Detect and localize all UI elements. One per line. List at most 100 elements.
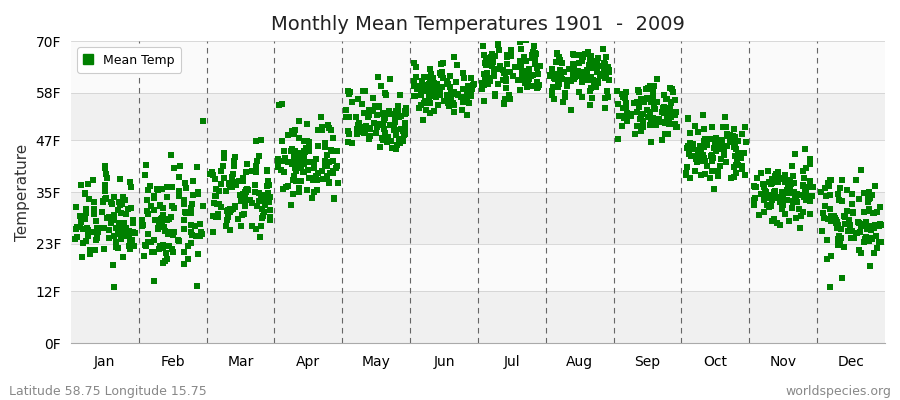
Point [518, 58, 533, 64]
Point [646, 92, 661, 99]
Point [491, 40, 505, 47]
Point [444, 97, 458, 103]
Point [159, 250, 174, 256]
Point [459, 86, 473, 93]
Point [160, 256, 175, 262]
Point [212, 200, 226, 207]
Point [245, 222, 259, 229]
Point [422, 87, 436, 93]
Point [492, 47, 507, 53]
Point [704, 136, 718, 142]
Point [526, 52, 541, 58]
Point [285, 146, 300, 153]
Point [162, 216, 176, 222]
Point [580, 67, 595, 73]
Point [310, 186, 325, 193]
Point [670, 124, 684, 130]
Point [474, 86, 489, 92]
Point [297, 161, 311, 167]
Point [776, 202, 790, 208]
Point [799, 164, 814, 171]
Point [160, 194, 175, 200]
Point [370, 124, 384, 130]
Point [166, 205, 181, 211]
Point [873, 221, 887, 227]
Point [625, 113, 639, 119]
Point [285, 128, 300, 134]
Point [530, 84, 544, 91]
Point [758, 188, 772, 194]
Point [620, 110, 634, 116]
Point [684, 153, 698, 160]
Point [289, 178, 303, 184]
Point [803, 156, 817, 162]
Point [663, 104, 678, 111]
Point [663, 114, 678, 120]
Point [214, 204, 229, 210]
Point [185, 232, 200, 238]
Point [697, 144, 711, 150]
Point [612, 113, 626, 119]
Point [602, 68, 616, 75]
Point [126, 229, 140, 235]
Point [256, 213, 271, 219]
Point [852, 196, 867, 203]
Point [318, 144, 332, 150]
Point [753, 190, 768, 197]
Point [107, 216, 122, 222]
Point [517, 74, 531, 81]
Point [648, 120, 662, 126]
Point [545, 66, 560, 72]
Point [178, 210, 193, 216]
Point [769, 170, 783, 177]
Point [784, 181, 798, 188]
Point [655, 119, 670, 126]
Point [734, 163, 749, 169]
Point [634, 96, 649, 102]
Point [485, 63, 500, 69]
Point [124, 204, 139, 211]
Point [707, 186, 722, 192]
Point [429, 92, 444, 98]
Point [256, 206, 270, 212]
Point [668, 97, 682, 103]
Point [789, 191, 804, 197]
Point [482, 78, 497, 84]
Point [864, 226, 878, 233]
Point [618, 105, 633, 112]
Point [615, 122, 629, 129]
Point [380, 139, 394, 146]
Point [596, 46, 610, 52]
Point [76, 240, 90, 246]
Point [598, 72, 613, 78]
Point [648, 106, 662, 113]
Point [381, 134, 395, 140]
Point [288, 159, 302, 166]
Point [838, 214, 852, 220]
Point [518, 57, 532, 64]
Point [184, 209, 198, 216]
Point [359, 123, 374, 130]
Point [415, 78, 429, 84]
Point [481, 62, 495, 68]
Point [659, 96, 673, 102]
Point [277, 169, 292, 175]
Point [100, 175, 114, 181]
Point [302, 175, 317, 182]
Point [646, 120, 661, 126]
Point [770, 220, 784, 226]
Point [177, 226, 192, 232]
Point [423, 86, 437, 92]
Point [548, 84, 562, 90]
Point [306, 177, 320, 183]
Point [296, 168, 310, 175]
Point [566, 52, 580, 58]
Point [385, 145, 400, 151]
Point [858, 236, 872, 242]
Point [140, 211, 155, 217]
Point [633, 116, 647, 122]
Point [82, 196, 96, 202]
Point [112, 176, 127, 182]
Point [355, 129, 369, 135]
Point [872, 239, 886, 246]
